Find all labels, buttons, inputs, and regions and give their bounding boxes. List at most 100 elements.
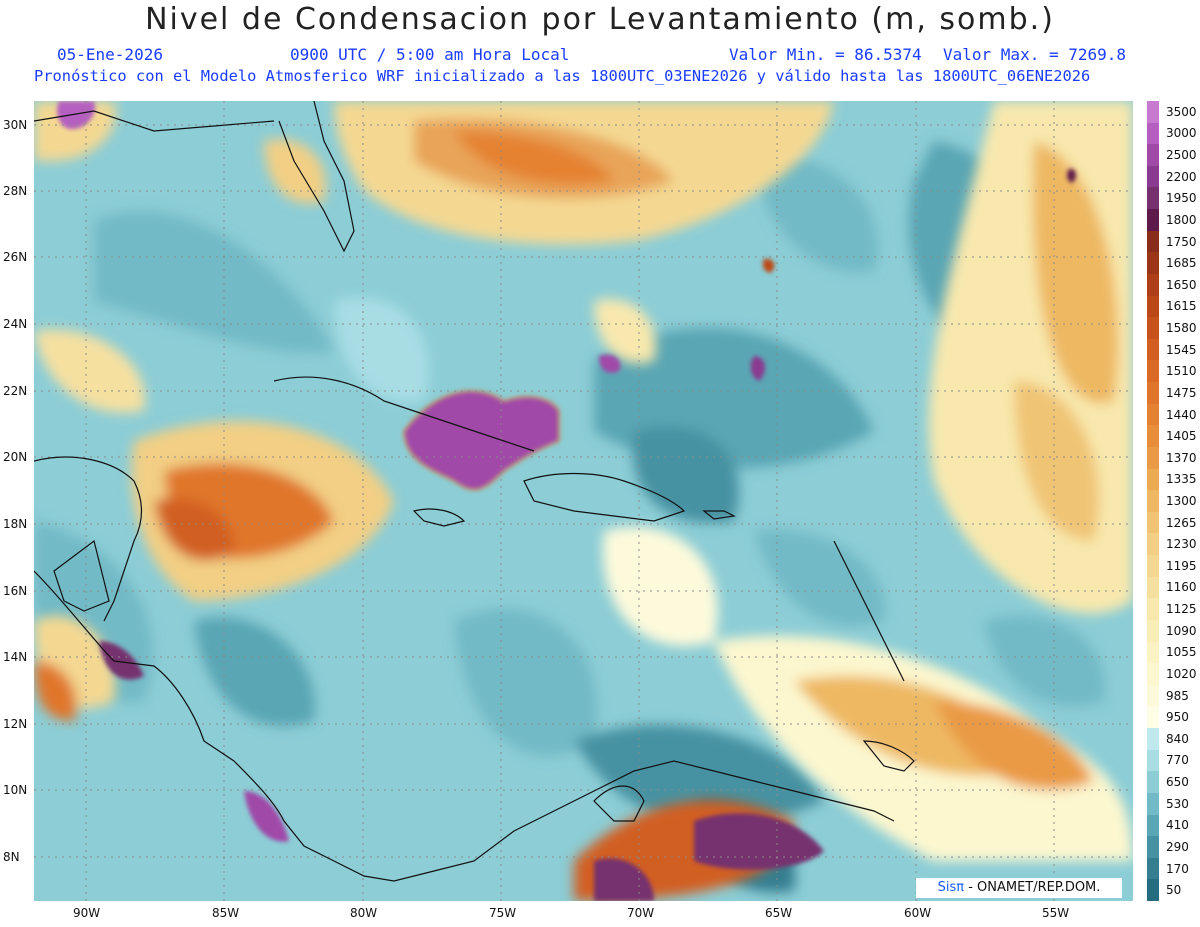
lon-label-55w: 55W <box>1042 906 1070 920</box>
colorbar-label: 1580 <box>1166 321 1197 336</box>
colorbar-swatch <box>1147 598 1159 621</box>
colorbar-label: 770 <box>1166 753 1189 768</box>
graticule <box>34 101 1133 901</box>
colorbar-label: 1335 <box>1166 472 1197 487</box>
colorbar-label: 1615 <box>1166 299 1197 314</box>
lat-label-10n: 10N <box>3 783 28 797</box>
colorbar-swatch <box>1147 490 1159 513</box>
lat-label-8n: 8N <box>3 850 20 864</box>
lon-label-90w: 90W <box>73 906 101 920</box>
colorbar-label: 1750 <box>1166 234 1197 249</box>
colorbar-swatch <box>1147 468 1159 491</box>
colorbar-label: 1055 <box>1166 645 1197 660</box>
colorbar-swatch <box>1147 771 1159 794</box>
colorbar-swatch <box>1147 295 1159 318</box>
colorbar-swatch <box>1147 209 1159 232</box>
field-high-values <box>57 101 1076 901</box>
lat-label-14n: 14N <box>3 650 28 664</box>
colorbar-label: 650 <box>1166 775 1189 790</box>
colorbar-swatch <box>1147 101 1159 124</box>
colorbar-label: 1475 <box>1166 385 1197 400</box>
colorbar-swatch <box>1147 382 1159 405</box>
lon-label-70w: 70W <box>627 906 655 920</box>
lon-label-60w: 60W <box>904 906 932 920</box>
colorbar-label: 2200 <box>1166 169 1197 184</box>
colorbar-label: 1300 <box>1166 494 1197 508</box>
colorbar-swatch <box>1147 749 1159 772</box>
colorbar-label: 1800 <box>1166 212 1197 227</box>
colorbar-swatch <box>1147 576 1159 599</box>
colorbar-label: 1685 <box>1166 256 1197 271</box>
colorbar-swatch <box>1147 792 1159 815</box>
colorbar-swatch <box>1147 317 1159 340</box>
colorbar-swatch <box>1147 684 1159 707</box>
colorbar-swatch <box>1147 425 1159 448</box>
forecast-date: 05-Ene-2026 <box>57 45 163 64</box>
colorbar-label: 1405 <box>1166 429 1197 444</box>
colorbar-label: 1545 <box>1166 342 1197 357</box>
colorbar-swatch <box>1147 555 1159 578</box>
colorbar-label: 1195 <box>1166 558 1197 573</box>
colorbar-swatch <box>1147 706 1159 729</box>
lat-label-12n: 12N <box>3 717 28 731</box>
colorbar-label: 1125 <box>1166 602 1197 617</box>
colorbar-label: 410 <box>1166 818 1189 833</box>
colorbar-swatch <box>1147 338 1159 361</box>
colorbar-swatch <box>1147 273 1159 297</box>
colorbar-label: 1230 <box>1166 537 1197 552</box>
colorbar-swatch <box>1147 619 1159 643</box>
colorbar-swatch <box>1147 663 1159 686</box>
colorbar-swatch <box>1147 511 1159 534</box>
colorbar-swatch <box>1147 728 1159 751</box>
credit-text: - ONAMET/REP.DOM. <box>964 880 1101 895</box>
lon-label-65w: 65W <box>765 906 793 920</box>
colorbar-label: 1370 <box>1166 450 1197 465</box>
colorbar-swatch <box>1147 446 1159 470</box>
colorbar-label: 1950 <box>1166 191 1197 206</box>
colorbar-swatch <box>1147 879 1159 902</box>
colorbar-label: 50 <box>1166 883 1182 898</box>
colorbar-label: 1160 <box>1166 580 1197 595</box>
colorbar-swatch <box>1147 230 1159 253</box>
lon-label-85w: 85W <box>212 906 240 920</box>
lat-label-20n: 20N <box>3 450 28 464</box>
lat-label-24n: 24N <box>3 317 28 331</box>
colorbar-label: 3000 <box>1166 126 1197 141</box>
colorbar-label: 985 <box>1166 688 1189 703</box>
colorbar-label: 1090 <box>1166 623 1197 638</box>
colorbar-swatch <box>1147 252 1159 275</box>
colorbar-swatch <box>1147 122 1159 145</box>
colorbar-swatch <box>1147 187 1159 210</box>
lat-label-28n: 28N <box>3 184 28 198</box>
colorbar-swatch <box>1147 814 1159 837</box>
colorbar-swatch <box>1147 857 1159 880</box>
max-value: Valor Max. = 7269.8 <box>943 45 1127 64</box>
colorbar-label: 840 <box>1166 731 1189 746</box>
colorbar-swatch <box>1147 836 1159 859</box>
model-description: Pronóstico con el Modelo Atmosferico WRF… <box>34 67 1091 85</box>
coastlines <box>34 101 915 882</box>
colorbar-label: 530 <box>1166 796 1189 811</box>
lon-label-80w: 80W <box>350 906 378 920</box>
sispi-logo: Sisπ <box>937 880 965 895</box>
credit-box: Sisπ - ONAMET/REP.DOM. <box>916 878 1122 898</box>
colorbar-label: 1650 <box>1166 277 1197 292</box>
colorbar-label: 170 <box>1166 861 1189 876</box>
lat-label-18n: 18N <box>3 517 28 531</box>
colorbar-swatch <box>1147 641 1159 664</box>
map-title: Nivel de Condensacion por Levantamiento … <box>145 2 1055 37</box>
colorbar-swatch <box>1147 165 1159 188</box>
lat-label-22n: 22N <box>3 384 28 398</box>
colorbar-label: 3500 <box>1166 104 1197 119</box>
condensation-level-map <box>34 101 1133 901</box>
lat-label-30n: 30N <box>3 118 28 132</box>
lat-label-16n: 16N <box>3 584 28 598</box>
colorbar-label: 1510 <box>1166 364 1197 379</box>
colorbar-swatch <box>1147 144 1159 167</box>
colorbar-swatch <box>1147 403 1159 426</box>
colorbar-label: 1020 <box>1166 666 1197 681</box>
colorbar-swatch <box>1147 360 1159 383</box>
min-value: Valor Min. = 86.5374 <box>729 45 922 64</box>
colorbar-swatch <box>1147 533 1159 556</box>
colorbar-label: 290 <box>1166 839 1189 854</box>
